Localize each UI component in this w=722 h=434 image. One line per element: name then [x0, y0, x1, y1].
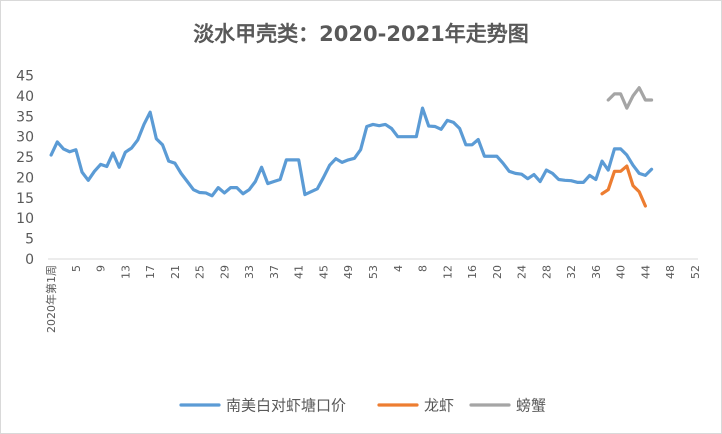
- x-tick-label: 8: [417, 265, 430, 272]
- y-tick-label: 20: [16, 170, 34, 186]
- chart-title: 淡水甲壳类：2020-2021年走势图: [193, 22, 529, 46]
- x-tick-label: 40: [615, 265, 628, 279]
- x-tick-label: 16: [466, 265, 479, 279]
- series-line-2: [606, 86, 654, 110]
- x-tick-label: 45: [317, 265, 330, 279]
- y-tick-label: 5: [25, 232, 34, 248]
- legend-label-1: 龙虾: [424, 397, 454, 415]
- series-line-0: [49, 106, 654, 198]
- x-tick-label: 32: [565, 265, 578, 279]
- x-tick-label: 17: [144, 265, 157, 279]
- y-tick-label: 35: [16, 109, 34, 125]
- legend: 南美白对虾塘口价 龙虾 螃蟹: [179, 397, 546, 415]
- y-tick-label: 15: [16, 191, 34, 207]
- x-tick-label: 13: [119, 265, 132, 279]
- x-tick-label: 5: [70, 265, 83, 272]
- x-tick-label: 36: [590, 265, 603, 279]
- x-tick-label: 53: [367, 265, 380, 279]
- y-axis-ticks: 0 5 10 15 20 25 30 35 40 45: [16, 69, 34, 269]
- y-tick-label: 0: [25, 252, 34, 268]
- x-tick-label: 48: [664, 265, 677, 279]
- x-tick-label: 52: [689, 265, 702, 279]
- x-tick-label: 41: [293, 265, 306, 279]
- y-tick-label: 45: [16, 69, 34, 85]
- y-tick-label: 40: [16, 89, 34, 105]
- legend-label-2: 螃蟹: [516, 397, 546, 415]
- x-tick-label: 49: [342, 265, 355, 279]
- x-tick-label: 29: [218, 265, 231, 279]
- x-tick-label: 44: [639, 265, 652, 279]
- x-tick-label: 21: [169, 265, 182, 279]
- x-tick-label: 12: [441, 265, 454, 279]
- y-tick-label: 10: [16, 211, 34, 227]
- x-tick-label: 25: [194, 265, 207, 279]
- x-tick-label: 24: [516, 265, 529, 279]
- x-tick-label: 37: [268, 265, 281, 279]
- x-tick-label: 33: [243, 265, 256, 279]
- x-tick-label: 4: [392, 265, 405, 272]
- series-lines: [49, 86, 654, 208]
- x-tick-label: 9: [95, 265, 108, 272]
- y-tick-label: 25: [16, 150, 34, 166]
- legend-label-0: 南美白对虾塘口价: [226, 397, 346, 415]
- x-tick-label: 20: [491, 265, 504, 279]
- x-tick-label: 2020年第1周: [44, 265, 58, 333]
- y-tick-label: 30: [16, 130, 34, 146]
- series-line-1: [600, 164, 647, 208]
- x-tick-label: 28: [540, 265, 553, 279]
- x-axis-ticks: 2020年第1周 5 9 13 17 21 25 29 33 37 41 45 49 53 4 8 12 16 20…: [44, 265, 702, 333]
